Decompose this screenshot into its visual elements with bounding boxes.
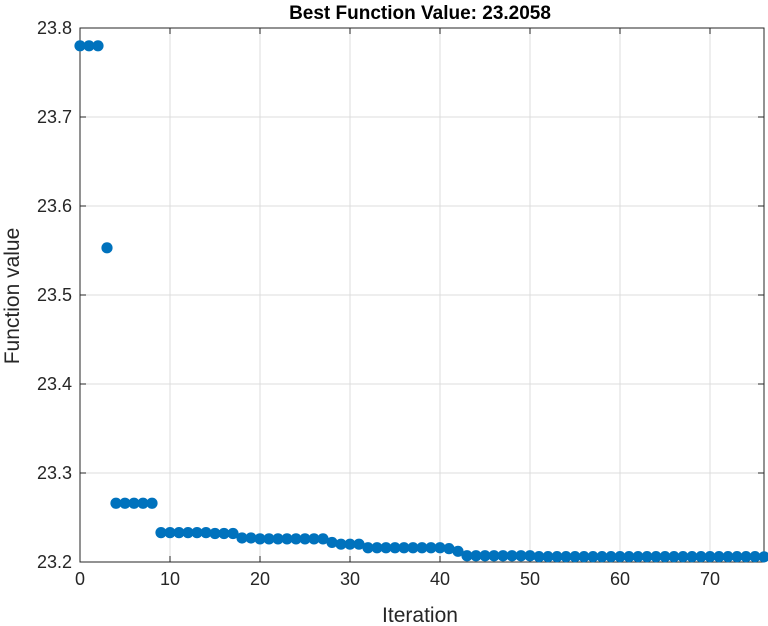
x-tick-label: 40 bbox=[430, 569, 450, 589]
data-point bbox=[524, 550, 536, 562]
data-point bbox=[362, 542, 374, 554]
data-point bbox=[353, 538, 365, 550]
x-tick-label: 10 bbox=[160, 569, 180, 589]
data-point bbox=[623, 551, 635, 563]
data-point bbox=[704, 551, 716, 563]
data-point bbox=[236, 532, 248, 544]
axis-ticks: 0 10 20 30 40 50 60 70 23.2 23.3 23.4 23.5 23.6 23.7 2… bbox=[37, 18, 764, 589]
y-tick-label: 23.3 bbox=[37, 463, 72, 483]
data-point bbox=[371, 542, 383, 554]
data-point bbox=[515, 550, 527, 562]
x-tick-label: 0 bbox=[75, 569, 85, 589]
data-point bbox=[74, 40, 86, 52]
data-point bbox=[695, 551, 707, 563]
data-point bbox=[542, 551, 554, 563]
data-point bbox=[182, 527, 194, 539]
data-point bbox=[119, 497, 131, 509]
data-point bbox=[344, 538, 356, 550]
data-point bbox=[200, 527, 212, 539]
data-point bbox=[650, 551, 662, 563]
data-point bbox=[758, 551, 768, 563]
data-point bbox=[434, 542, 446, 554]
data-point bbox=[245, 532, 257, 544]
x-tick-label: 30 bbox=[340, 569, 360, 589]
data-point bbox=[668, 551, 680, 563]
grid bbox=[79, 27, 764, 563]
data-point bbox=[155, 527, 167, 539]
y-tick-label: 23.8 bbox=[37, 18, 72, 38]
y-tick-label: 23.4 bbox=[37, 374, 72, 394]
x-axis-label: Iteration bbox=[382, 604, 458, 626]
data-point bbox=[83, 40, 95, 52]
data-point bbox=[686, 551, 698, 563]
data-point bbox=[326, 536, 338, 549]
data-point bbox=[227, 527, 239, 540]
data-point bbox=[191, 527, 203, 539]
data-point bbox=[452, 545, 464, 557]
data-point bbox=[218, 527, 230, 540]
data-point bbox=[407, 542, 419, 554]
data-point bbox=[209, 527, 221, 540]
data-point bbox=[533, 551, 545, 563]
data-point bbox=[506, 550, 518, 562]
data-point bbox=[488, 550, 500, 562]
data-point bbox=[614, 551, 626, 563]
data-point bbox=[281, 533, 293, 545]
x-tick-label: 20 bbox=[250, 569, 270, 589]
data-point bbox=[380, 542, 392, 554]
data-point bbox=[569, 551, 581, 563]
x-tick-label: 70 bbox=[700, 569, 720, 589]
data-point bbox=[731, 551, 743, 563]
data-point bbox=[254, 533, 266, 545]
data-point bbox=[713, 551, 725, 563]
data-point bbox=[389, 542, 401, 554]
data-point bbox=[290, 533, 302, 545]
data-point bbox=[641, 551, 653, 563]
data-point bbox=[146, 497, 158, 509]
data-point bbox=[677, 551, 689, 563]
data-point bbox=[137, 497, 149, 509]
data-point bbox=[587, 551, 599, 563]
data-point bbox=[110, 497, 122, 509]
y-tick-label: 23.5 bbox=[37, 285, 72, 305]
y-tick-label: 23.2 bbox=[37, 552, 72, 572]
data-point bbox=[263, 533, 275, 545]
data-point bbox=[560, 551, 572, 563]
data-point bbox=[740, 551, 752, 563]
data-point bbox=[92, 40, 104, 52]
data-point bbox=[272, 533, 284, 545]
data-point bbox=[173, 527, 185, 539]
chart-title: Best Function Value: 23.2058 bbox=[289, 3, 551, 24]
y-tick-label: 23.7 bbox=[37, 107, 72, 127]
data-point bbox=[461, 550, 473, 562]
y-tick-label: 23.6 bbox=[37, 196, 72, 216]
data-point bbox=[578, 551, 590, 563]
data-point bbox=[551, 551, 563, 563]
data-point bbox=[299, 533, 311, 545]
data-point bbox=[317, 533, 329, 545]
data-point bbox=[164, 527, 176, 539]
data-point bbox=[101, 242, 113, 254]
data-point bbox=[605, 551, 617, 563]
data-point bbox=[425, 542, 437, 554]
data-point bbox=[749, 551, 761, 563]
data-point bbox=[497, 550, 509, 562]
x-tick-label: 60 bbox=[610, 569, 630, 589]
data-point bbox=[335, 538, 347, 550]
data-point bbox=[722, 551, 734, 563]
data-point bbox=[308, 533, 320, 545]
data-point bbox=[659, 551, 671, 563]
y-axis-label: Function value bbox=[1, 228, 24, 365]
data-point bbox=[632, 551, 644, 563]
data-point bbox=[470, 550, 482, 562]
data-points bbox=[74, 40, 768, 563]
data-point bbox=[596, 551, 608, 563]
data-point bbox=[443, 543, 455, 555]
data-point bbox=[479, 550, 491, 562]
x-tick-label: 50 bbox=[520, 569, 540, 589]
data-point bbox=[398, 542, 410, 554]
data-point bbox=[416, 542, 428, 554]
data-point bbox=[128, 497, 140, 509]
